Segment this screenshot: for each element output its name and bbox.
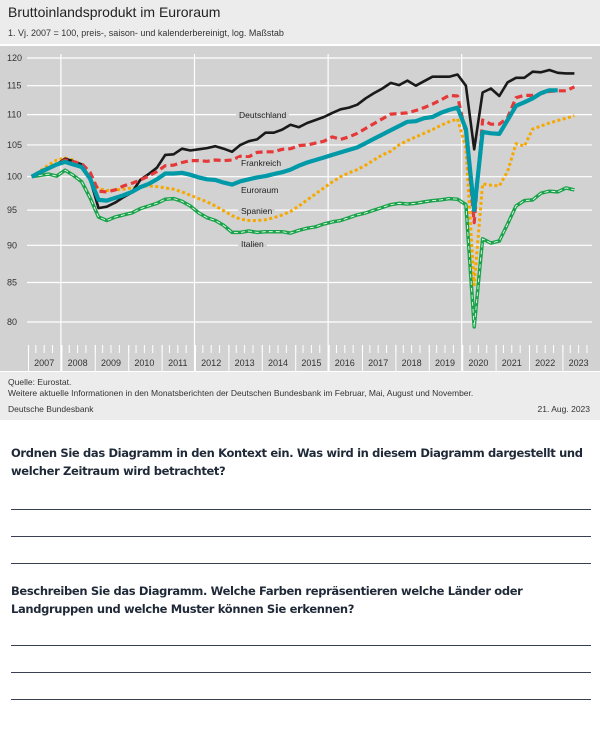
x-tick-label: 2015 (301, 358, 321, 368)
series-line-deutschland (31, 68, 575, 210)
series-line-euroraum (30, 88, 558, 213)
y-tick-label: 120 (7, 53, 22, 63)
x-tick-label: 2020 (468, 358, 488, 368)
publisher: Deutsche Bundesbank (8, 404, 94, 414)
answer-line[interactable] (11, 672, 591, 673)
x-tick-label: 2016 (335, 358, 355, 368)
series-line-italien (31, 169, 575, 328)
info-note: Weitere aktuelle Informationen in den Mo… (8, 388, 474, 398)
x-tick-label: 2014 (268, 358, 288, 368)
source-note: Quelle: Eurostat. (8, 377, 72, 387)
x-tick-label: 2011 (168, 358, 187, 368)
y-tick-label: 105 (7, 140, 22, 150)
x-tick-label: 2017 (368, 358, 388, 368)
answer-line[interactable] (11, 645, 591, 646)
answer-line[interactable] (11, 536, 591, 537)
y-tick-label: 90 (7, 240, 17, 250)
series-label-italien: Italien (238, 239, 267, 249)
series-line-spanien (30, 114, 575, 287)
x-tick-label: 2019 (435, 358, 455, 368)
x-tick-label: 2013 (235, 358, 255, 368)
series-line-italien (31, 168, 575, 329)
y-tick-label: 100 (7, 172, 22, 182)
line-chart: 80 85 90 95 100 105 110 115 120 2007 2008 2009 2010 2… (7, 53, 592, 371)
x-tick-label: 2012 (201, 358, 221, 368)
chart-subtitle: 1. Vj. 2007 = 100, preis-, saison- und k… (8, 28, 284, 38)
x-tick-label: 2008 (68, 358, 88, 368)
x-tick-label: 2022 (535, 358, 555, 368)
x-tick-label: 2009 (101, 358, 121, 368)
x-tick-label: 2021 (502, 358, 522, 368)
y-tick-label: 85 (7, 278, 17, 288)
y-tick-label: 110 (7, 110, 21, 120)
x-tick-label: 2007 (34, 358, 54, 368)
series-line-frankreich (31, 85, 576, 225)
answer-line[interactable] (11, 699, 591, 700)
chart-footer: Quelle: Eurostat. Weitere aktuelle Infor… (0, 372, 600, 420)
answer-line[interactable] (11, 563, 591, 564)
chart-title: Bruttoinlandsprodukt im Euroraum (8, 4, 221, 20)
y-tick-label: 115 (7, 81, 21, 91)
y-tick-label: 80 (7, 317, 17, 327)
x-tick-label: 2010 (134, 358, 154, 368)
publication-date: 21. Aug. 2023 (537, 404, 590, 414)
x-tick-label: 2018 (402, 358, 422, 368)
series-label-spanien: Spanien (238, 206, 276, 216)
x-tick-label: 2023 (569, 358, 589, 368)
series-label-deutschland: Deutschland (236, 110, 290, 120)
y-tick-label: 95 (7, 205, 17, 215)
question-2: Beschreiben Sie das Diagramm. Welche Far… (11, 584, 523, 616)
chart-area: 80 85 90 95 100 105 110 115 120 2007 2008 2009 2010 2… (0, 46, 600, 371)
question-1: Ordnen Sie das Diagramm in den Kontext e… (11, 446, 583, 478)
answer-line[interactable] (11, 509, 591, 510)
series-label-frankreich: Frankreich (238, 158, 285, 168)
chart-header: Bruttoinlandsprodukt im Euroraum 1. Vj. … (0, 0, 600, 44)
series-label-euroraum: Euroraum (238, 185, 282, 195)
